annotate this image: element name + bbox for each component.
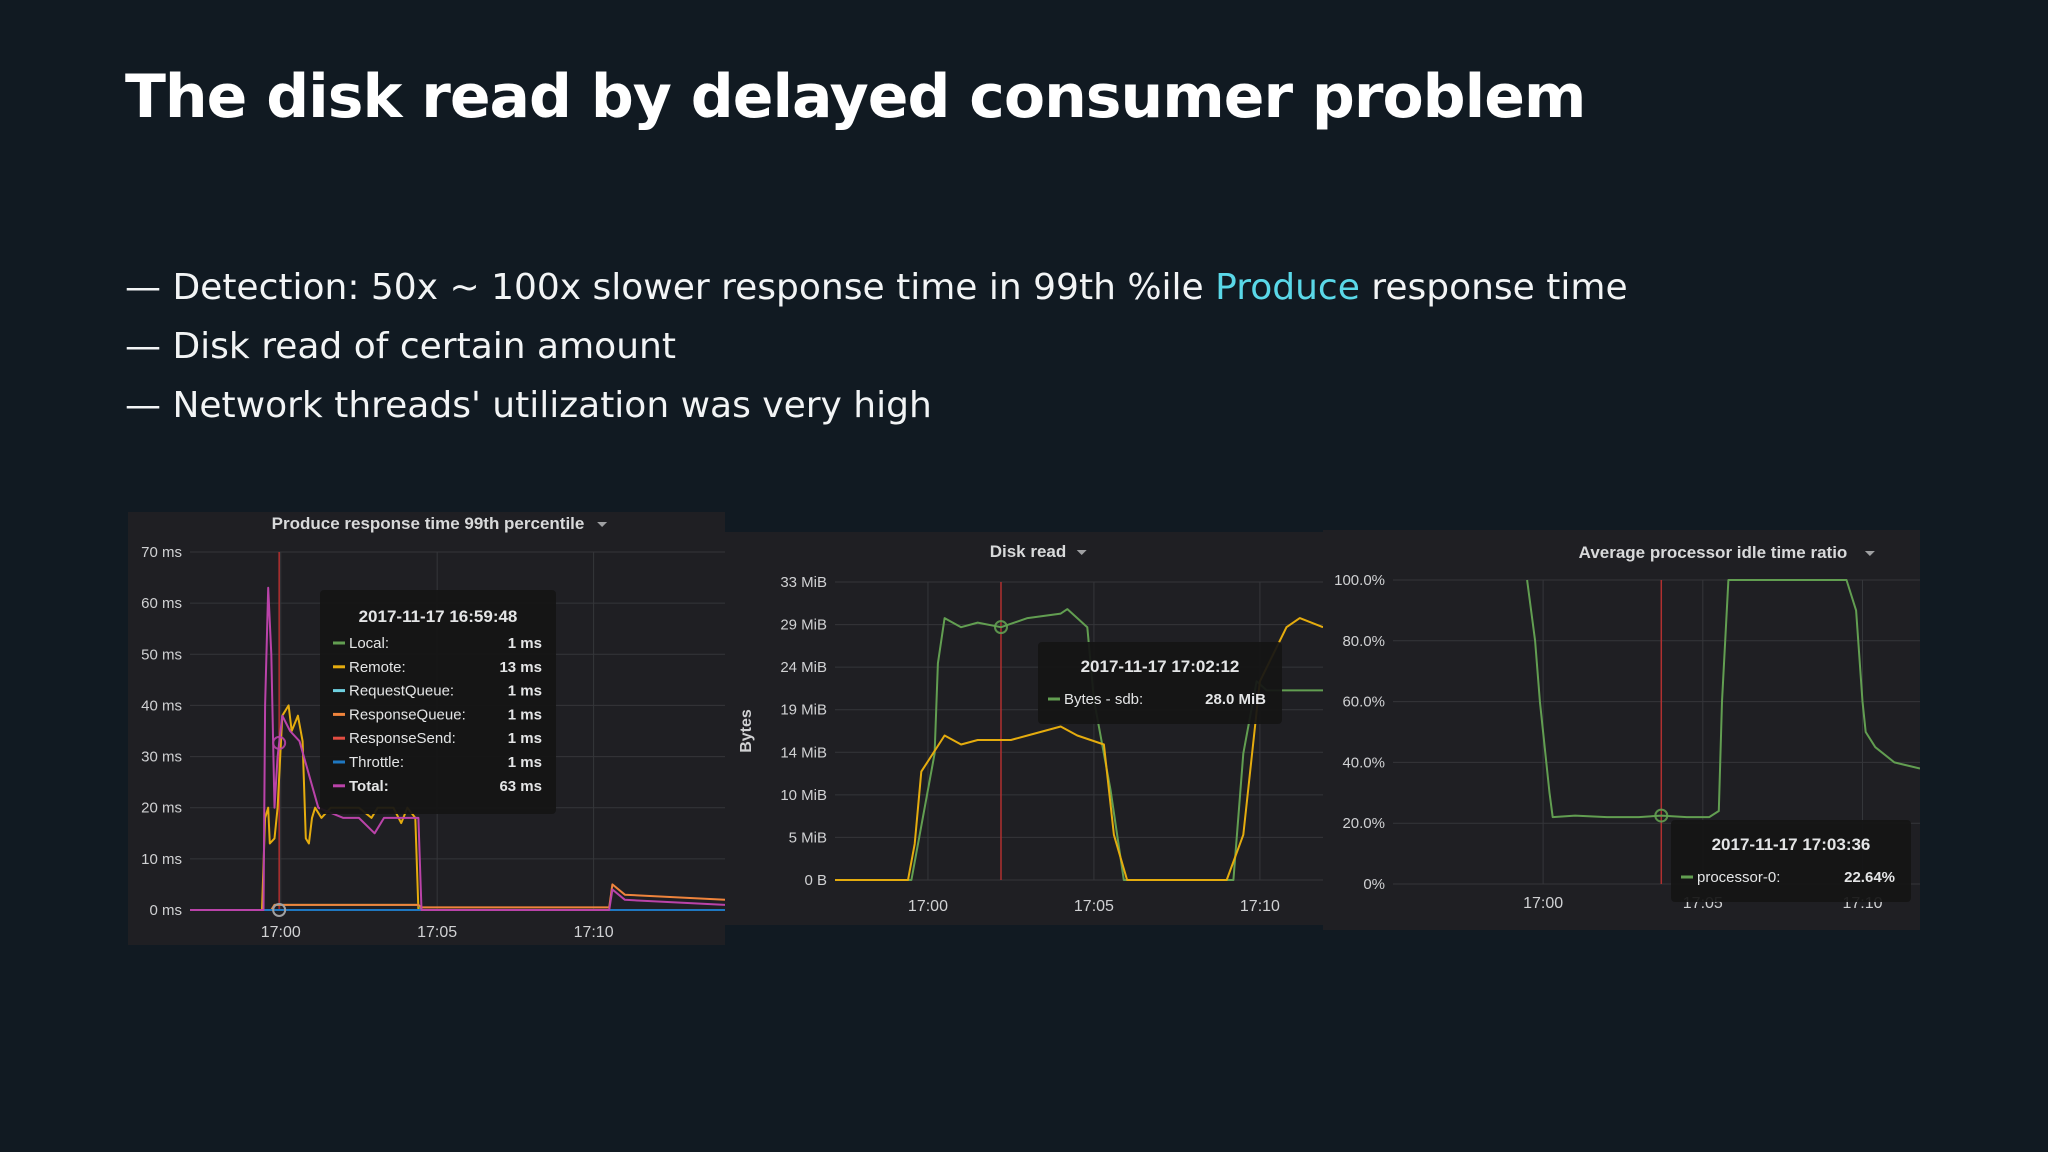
tooltip-time: 2017-11-17 16:59:48 bbox=[359, 607, 518, 626]
y-tick-label: 33 MiB bbox=[780, 574, 827, 591]
y-tick-label: 20.0% bbox=[1342, 815, 1385, 832]
y-tick-label: 60.0% bbox=[1342, 694, 1385, 711]
tooltip: 2017-11-17 16:59:48 Local: 1 ms Remote: 13 m… bbox=[320, 590, 556, 814]
hover-point-marker bbox=[1654, 808, 1669, 823]
tooltip-series-value: 1 ms bbox=[508, 754, 542, 771]
hover-point-marker bbox=[272, 903, 287, 917]
tooltip-series-value: 63 ms bbox=[499, 778, 542, 795]
produce-response-time-chart: Produce response time 99th percentile 0 m… bbox=[141, 514, 725, 941]
tooltip: 2017-11-17 17:03:36 processor-0: 22.64% bbox=[1671, 820, 1911, 902]
y-tick-label: 80.0% bbox=[1342, 633, 1385, 650]
y-tick-label: 20 ms bbox=[141, 800, 182, 817]
tooltip-series-value: 1 ms bbox=[508, 706, 542, 723]
tooltip-series-name: Total: bbox=[349, 778, 389, 795]
bullet-text: — Disk read of certain amount bbox=[125, 326, 676, 367]
chart-title: Produce response time 99th percentile bbox=[272, 514, 585, 533]
hover-point-marker bbox=[993, 620, 1008, 635]
y-tick-label: 0 ms bbox=[149, 902, 182, 919]
tooltip-time: 2017-11-17 17:03:36 bbox=[1712, 835, 1871, 854]
tooltip-series-value: 1 ms bbox=[508, 730, 542, 747]
chevron-down-icon bbox=[1076, 550, 1087, 555]
bullet-text-suffix: response time bbox=[1359, 267, 1628, 308]
tooltip-background bbox=[320, 590, 556, 814]
tooltip-series-value: 1 ms bbox=[508, 683, 542, 700]
bullet-text: — Network threads' utilization was very … bbox=[125, 385, 932, 426]
processor-idle-chart: Average processor idle time ratio 0% 20.0%… bbox=[1334, 543, 1920, 912]
y-tick-label: 5 MiB bbox=[789, 829, 827, 846]
chevron-down-icon bbox=[1864, 551, 1875, 556]
tooltip-series-value: 13 ms bbox=[499, 659, 542, 676]
bullet-text: — Detection: 50x ~ 100x slower response … bbox=[125, 267, 1216, 308]
y-tick-label: 40 ms bbox=[141, 697, 182, 714]
y-tick-label: 50 ms bbox=[141, 646, 182, 663]
x-tick-label: 17:00 bbox=[261, 924, 301, 941]
bullet-list: — Detection: 50x ~ 100x slower response … bbox=[125, 258, 1628, 435]
y-tick-label: 60 ms bbox=[141, 595, 182, 612]
series-line-total bbox=[190, 586, 725, 911]
x-tick-label: 17:05 bbox=[417, 924, 457, 941]
tooltip-series-name: ResponseQueue: bbox=[349, 706, 466, 723]
produce-response-time-panel[interactable]: Produce response time 99th percentile 0 m… bbox=[128, 512, 725, 945]
y-tick-label: 0% bbox=[1363, 876, 1385, 893]
tooltip-time: 2017-11-17 17:02:12 bbox=[1081, 657, 1240, 676]
processor-idle-panel[interactable]: Average processor idle time ratio 0% 20.0%… bbox=[1323, 530, 1920, 930]
bullet-item: — Detection: 50x ~ 100x slower response … bbox=[125, 258, 1628, 317]
tooltip-series-value: 22.64% bbox=[1844, 869, 1895, 886]
disk-read-panel[interactable]: Disk read 0 B 5 MiB 10 MiB 14 MiB 19 MiB 24 Mi… bbox=[725, 532, 1323, 925]
chart-title: Average processor idle time ratio bbox=[1579, 543, 1848, 562]
tooltip-series-name: processor-0: bbox=[1697, 869, 1780, 886]
tooltip-background bbox=[1038, 642, 1282, 724]
tooltip-series-name: Bytes - sdb: bbox=[1064, 691, 1143, 708]
bullet-highlight: Produce bbox=[1215, 267, 1360, 308]
y-tick-label: 0 B bbox=[804, 872, 827, 889]
y-tick-label: 29 MiB bbox=[780, 617, 827, 634]
y-tick-label: 24 MiB bbox=[780, 659, 827, 676]
chart-title: Disk read bbox=[990, 542, 1067, 561]
x-tick-label: 17:10 bbox=[574, 924, 614, 941]
tooltip-series-value: 1 ms bbox=[508, 635, 542, 652]
y-tick-label: 10 ms bbox=[141, 851, 182, 868]
bullet-item: — Network threads' utilization was very … bbox=[125, 376, 1628, 435]
x-tick-label: 17:00 bbox=[908, 898, 948, 915]
y-axis-label: Bytes bbox=[738, 709, 755, 753]
tooltip-series-name: Local: bbox=[349, 635, 389, 652]
series-line-responsequeue bbox=[190, 883, 725, 911]
tooltip: 2017-11-17 17:02:12 Bytes - sdb: 28.0 MiB bbox=[1038, 642, 1282, 724]
tooltip-series-name: Throttle: bbox=[349, 754, 404, 771]
y-tick-label: 10 MiB bbox=[780, 787, 827, 804]
tooltip-series-value: 28.0 MiB bbox=[1205, 691, 1266, 708]
disk-read-chart: Disk read 0 B 5 MiB 10 MiB 14 MiB 19 MiB 24 Mi… bbox=[738, 542, 1323, 915]
tooltip-series-name: RequestQueue: bbox=[349, 683, 454, 700]
series-line-bytes-sdb bbox=[835, 608, 1323, 881]
slide-title: The disk read by delayed consumer proble… bbox=[125, 62, 1586, 132]
y-tick-label: 14 MiB bbox=[780, 744, 827, 761]
series-line-processor-0 bbox=[1526, 579, 1920, 819]
tooltip-series-name: ResponseSend: bbox=[349, 730, 456, 747]
y-tick-label: 70 ms bbox=[141, 544, 182, 561]
tooltip-background bbox=[1671, 820, 1911, 902]
y-tick-label: 100.0% bbox=[1334, 572, 1385, 589]
y-tick-label: 30 ms bbox=[141, 749, 182, 766]
x-tick-label: 17:10 bbox=[1240, 898, 1280, 915]
y-tick-label: 19 MiB bbox=[780, 702, 827, 719]
y-tick-label: 40.0% bbox=[1342, 754, 1385, 771]
bullet-item: — Disk read of certain amount bbox=[125, 317, 1628, 376]
tooltip-series-name: Remote: bbox=[349, 659, 406, 676]
chevron-down-icon bbox=[597, 522, 608, 527]
hover-point-marker bbox=[272, 735, 287, 750]
x-tick-label: 17:05 bbox=[1074, 898, 1114, 915]
x-tick-label: 17:00 bbox=[1523, 895, 1563, 912]
